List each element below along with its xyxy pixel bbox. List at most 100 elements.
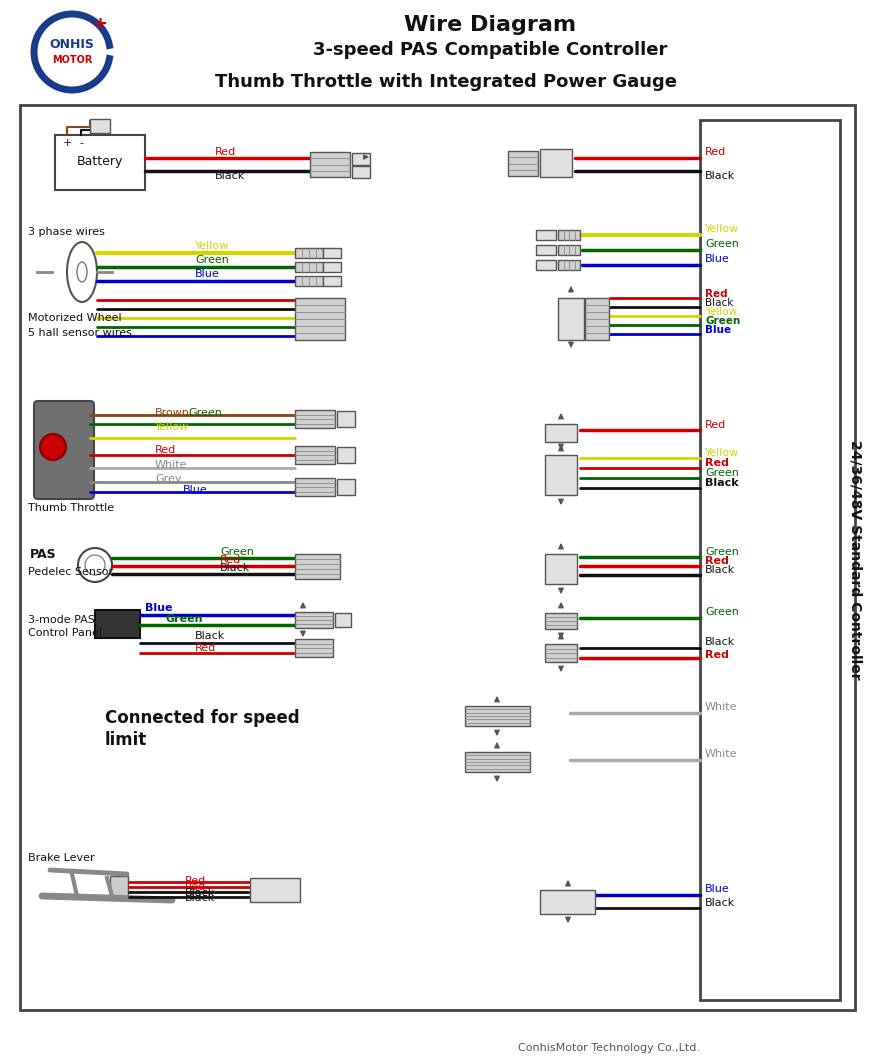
Text: Thumb Throttle: Thumb Throttle [28, 504, 114, 513]
Bar [295, 612, 333, 628]
Bar [465, 752, 530, 772]
Text: 24/36/48V Standard Controller: 24/36/48V Standard Controller [848, 440, 862, 679]
Text: limit: limit [105, 731, 147, 749]
Text: Black: Black [215, 171, 246, 181]
Bar [310, 152, 350, 177]
Text: Red: Red [705, 289, 728, 299]
Text: Green: Green [220, 547, 254, 556]
Text: 3-speed PAS Compatible Controller: 3-speed PAS Compatible Controller [313, 41, 667, 59]
Bar [540, 149, 572, 177]
Text: Black: Black [705, 637, 735, 647]
Text: Blue: Blue [183, 485, 208, 495]
Text: Red: Red [705, 147, 726, 157]
Text: Blue: Blue [195, 269, 220, 279]
Bar [545, 424, 577, 442]
Text: Black: Black [185, 888, 215, 898]
Text: Red: Red [185, 882, 206, 893]
Text: Green: Green [705, 238, 739, 249]
Text: Black: Black [185, 893, 215, 903]
Text: Blue: Blue [705, 254, 730, 264]
Text: Red: Red [155, 445, 176, 455]
Bar [295, 298, 345, 340]
Bar [295, 554, 340, 579]
Text: Black: Black [705, 171, 735, 181]
Bar [295, 410, 335, 428]
Bar [558, 260, 580, 270]
Bar [323, 248, 341, 258]
Circle shape [40, 434, 66, 460]
Text: Blue: Blue [705, 884, 730, 894]
Text: MOTOR: MOTOR [52, 55, 92, 65]
Text: Yellow: Yellow [155, 422, 189, 432]
Text: PAS: PAS [30, 548, 56, 562]
Text: Control Panel: Control Panel [28, 628, 102, 638]
Bar [295, 478, 335, 496]
Bar [558, 298, 584, 340]
FancyBboxPatch shape [34, 401, 94, 499]
Text: ConhisMotor Technology Co.,Ltd.: ConhisMotor Technology Co.,Ltd. [518, 1043, 700, 1053]
Bar [295, 248, 323, 258]
Bar [700, 120, 840, 1000]
Text: Green: Green [705, 547, 739, 556]
Text: Red: Red [185, 876, 206, 886]
Text: Blue: Blue [705, 325, 731, 335]
Bar [55, 135, 145, 190]
Bar [536, 260, 556, 270]
Text: Green: Green [705, 469, 739, 478]
Text: Red: Red [705, 458, 729, 469]
Text: Thumb Throttle with Integrated Power Gauge: Thumb Throttle with Integrated Power Gau… [215, 73, 677, 91]
Text: Battery: Battery [77, 156, 123, 169]
Text: 3 phase wires: 3 phase wires [28, 227, 104, 237]
Text: Brake Lever: Brake Lever [28, 853, 95, 863]
Bar [335, 613, 351, 628]
Bar [95, 610, 140, 638]
Bar [323, 262, 341, 272]
Text: Green: Green [165, 614, 203, 624]
Text: Blue: Blue [145, 603, 172, 613]
Text: Red: Red [195, 643, 216, 653]
Bar [352, 166, 370, 178]
Bar [536, 245, 556, 255]
Text: Green: Green [188, 408, 221, 418]
Bar [558, 230, 580, 240]
Bar [337, 479, 355, 495]
Text: Red: Red [705, 420, 726, 430]
Bar [585, 298, 609, 340]
Text: White: White [705, 702, 738, 712]
Text: Black: Black [705, 478, 739, 488]
Bar [540, 890, 595, 914]
Text: White: White [155, 460, 188, 470]
Bar [295, 262, 323, 272]
Bar [20, 105, 855, 1010]
Text: Red: Red [220, 555, 241, 565]
Bar [352, 153, 370, 165]
Bar [465, 706, 530, 726]
Bar [558, 245, 580, 255]
Bar [295, 446, 335, 464]
Text: Yellow: Yellow [705, 224, 739, 234]
Text: Green: Green [195, 255, 229, 265]
Text: Grey: Grey [155, 474, 181, 484]
Text: Black: Black [705, 898, 735, 908]
Text: Pedelec Sensor: Pedelec Sensor [28, 567, 113, 577]
Text: Green: Green [705, 607, 739, 617]
Text: 3-mode PAS: 3-mode PAS [28, 615, 95, 625]
Text: Yellow: Yellow [195, 241, 230, 251]
Bar [536, 230, 556, 240]
Text: ONHIS: ONHIS [50, 37, 95, 51]
Text: Brown: Brown [155, 408, 190, 418]
Text: Wire Diagram: Wire Diagram [404, 15, 576, 35]
Text: Yellow: Yellow [705, 448, 739, 458]
Bar [545, 613, 577, 629]
Bar [545, 644, 577, 662]
Bar [337, 411, 355, 427]
Bar [323, 276, 341, 286]
Text: White: White [705, 749, 738, 759]
Text: +: + [63, 138, 71, 148]
Bar [295, 276, 323, 286]
Bar [337, 447, 355, 463]
Text: 5 hall sensor wires: 5 hall sensor wires [28, 328, 132, 338]
Text: -: - [79, 138, 83, 148]
Text: Red: Red [705, 650, 729, 660]
Text: Green: Green [705, 316, 740, 326]
